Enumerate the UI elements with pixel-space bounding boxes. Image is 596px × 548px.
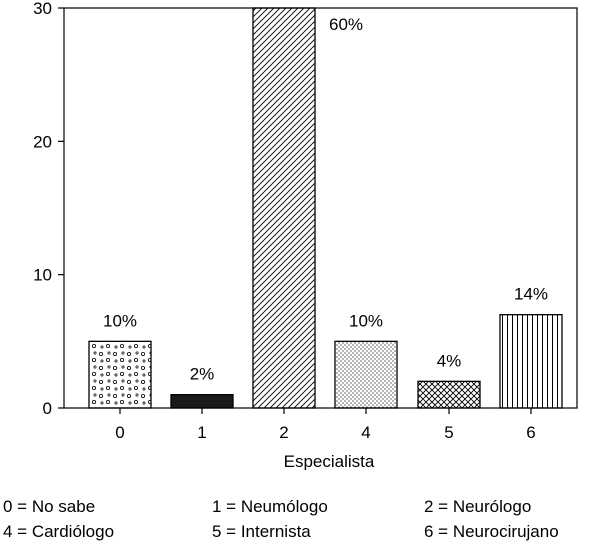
y-tick-label: 30 xyxy=(33,0,52,18)
bar-5 xyxy=(417,380,481,409)
data-label: 10% xyxy=(103,311,137,330)
bar-0 xyxy=(88,340,152,409)
legend-item: 6 = Neurocirujano xyxy=(424,522,559,541)
x-tick-label: 6 xyxy=(526,423,535,442)
x-tick-label: 2 xyxy=(279,423,288,442)
bar-4 xyxy=(334,340,398,409)
axes xyxy=(58,7,578,414)
data-labels: 10% 2% 60% 10% 4% 14% xyxy=(103,15,548,384)
legend-item: 5 = Internista xyxy=(212,522,311,541)
bar-2 xyxy=(252,7,316,409)
legend: 0 = No sabe 1 = Neumólogo 2 = Neurólogo … xyxy=(0,497,596,548)
data-label: 2% xyxy=(190,365,215,384)
bars xyxy=(88,7,563,409)
x-tick-labels: 0 1 2 4 5 6 xyxy=(115,423,535,442)
legend-item: 0 = No sabe xyxy=(3,497,96,516)
legend-item: 2 = Neurólogo xyxy=(424,497,532,516)
legend-item: 1 = Neumólogo xyxy=(212,497,328,516)
x-tick-label: 0 xyxy=(115,423,124,442)
x-tick-label: 1 xyxy=(197,423,206,442)
y-tick-labels: 0 10 20 30 xyxy=(33,0,52,418)
data-label: 14% xyxy=(514,285,548,304)
bar-1 xyxy=(170,394,234,409)
x-axis-label: Especialista xyxy=(284,452,375,470)
plot-frame xyxy=(63,7,578,409)
bar-chart: 10% 2% 60% 10% 4% 14% 0 1 2 4 5 6 0 10 20 30 Especial… xyxy=(33,0,578,470)
legend-item: 4 = Cardiólogo xyxy=(3,522,115,541)
data-label: 60% xyxy=(329,15,363,34)
x-tick-label: 4 xyxy=(361,423,370,442)
y-tick-label: 10 xyxy=(33,266,52,285)
bar-6 xyxy=(499,314,563,409)
x-tick-label: 5 xyxy=(444,423,453,442)
y-tick-label: 0 xyxy=(43,399,52,418)
data-label: 4% xyxy=(437,351,462,370)
data-label: 10% xyxy=(349,311,383,330)
y-tick-label: 20 xyxy=(33,132,52,151)
